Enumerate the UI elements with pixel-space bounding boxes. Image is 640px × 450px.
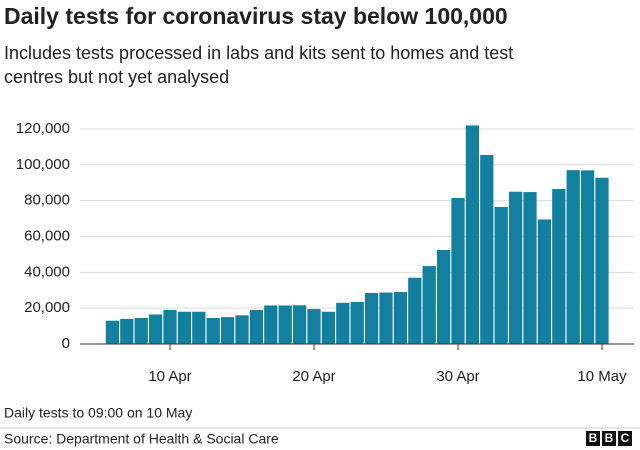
- bar: [278, 305, 292, 344]
- bar: [436, 249, 451, 344]
- bar: [580, 170, 595, 344]
- bar: [408, 277, 422, 344]
- bar: [321, 311, 336, 344]
- logo-box: [586, 431, 600, 446]
- bar: [220, 317, 235, 344]
- y-tick-label: 0: [62, 335, 70, 352]
- x-tick-label: 10 May: [577, 368, 627, 385]
- bar: [350, 301, 364, 344]
- bar: [537, 219, 552, 344]
- x-tick-label: 10 Apr: [148, 368, 191, 385]
- logo-letter: B: [589, 431, 598, 445]
- bar: [148, 314, 163, 344]
- bar: [451, 197, 465, 344]
- y-tick-label: 60,000: [24, 227, 70, 244]
- bar: [163, 309, 177, 344]
- bar: [264, 305, 278, 344]
- y-tick-label: 20,000: [24, 299, 70, 316]
- chart-title: Daily tests for coronavirus stay below 1…: [4, 3, 508, 29]
- bar: [336, 302, 350, 344]
- bar: [105, 320, 120, 344]
- bar: [508, 191, 523, 344]
- chart-subtitle: Includes tests processed in labs and kit…: [4, 43, 513, 63]
- x-tick-label: 20 Apr: [292, 368, 335, 385]
- bar: [192, 311, 206, 344]
- bar: [134, 318, 148, 344]
- chart-source: Source: Department of Health & Social Ca…: [4, 431, 279, 447]
- logo-letter: C: [621, 431, 630, 445]
- bar: [206, 318, 220, 344]
- chart-subtitle: centres but not yet analysed: [4, 67, 229, 87]
- bar: [177, 311, 192, 344]
- x-tick-label: 30 Apr: [436, 368, 479, 385]
- bar: [595, 177, 609, 344]
- bar: [465, 125, 480, 345]
- bar: [235, 315, 249, 344]
- bar: [379, 292, 393, 344]
- bar: [120, 318, 134, 344]
- bar: [566, 170, 580, 344]
- chart-note: Daily tests to 09:00 on 10 May: [4, 405, 192, 421]
- logo-box: [618, 431, 632, 446]
- bar: [494, 206, 508, 344]
- bar: [249, 309, 264, 344]
- y-tick-label: 80,000: [24, 192, 70, 209]
- bar: [393, 292, 408, 344]
- logo: B B C: [586, 431, 632, 446]
- bar: [307, 309, 321, 344]
- bar: [364, 292, 379, 344]
- bar: [292, 305, 307, 344]
- bar: [523, 192, 537, 344]
- bar: [552, 189, 566, 344]
- y-tick-label: 100,000: [16, 156, 70, 173]
- y-tick-label: 120,000: [16, 120, 70, 137]
- y-tick-label: 40,000: [24, 263, 70, 280]
- logo-box: [602, 431, 616, 446]
- logo-letter: B: [605, 431, 614, 445]
- bar: [480, 154, 494, 344]
- bar: [422, 266, 436, 344]
